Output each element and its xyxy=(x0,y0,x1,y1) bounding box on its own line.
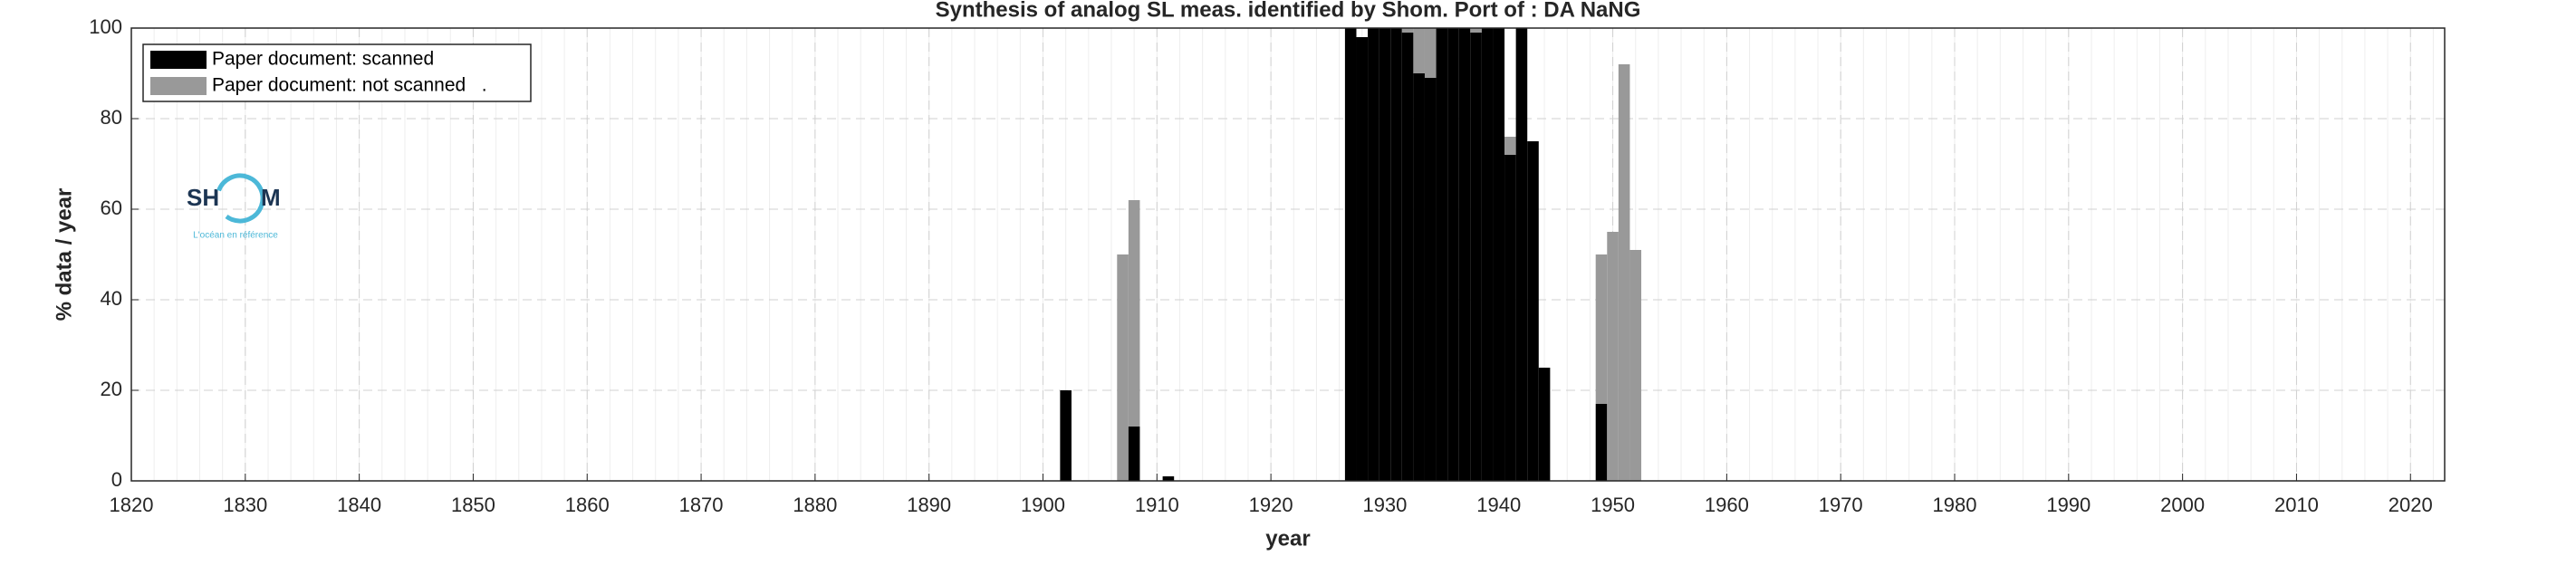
bar xyxy=(1379,28,1391,481)
bar xyxy=(1470,33,1482,481)
y-tick-label: 40 xyxy=(101,287,122,310)
x-tick-label: 1850 xyxy=(451,494,495,516)
chart-title: Synthesis of analog SL meas. identified … xyxy=(936,0,1641,22)
x-tick-label: 1930 xyxy=(1362,494,1407,516)
bar xyxy=(1458,28,1471,481)
x-tick-label: 1900 xyxy=(1021,494,1065,516)
legend-box xyxy=(142,43,532,102)
y-tick-label: 100 xyxy=(89,15,122,38)
bar xyxy=(1481,28,1494,481)
bar xyxy=(1424,28,1437,78)
y-tick-label: 60 xyxy=(101,197,122,219)
bar xyxy=(1493,28,1505,481)
x-tick-label: 1970 xyxy=(1819,494,1863,516)
bar xyxy=(1368,28,1379,481)
bar xyxy=(1413,73,1425,481)
legend-label: Paper document: scanned xyxy=(212,49,434,70)
bar xyxy=(1515,28,1528,481)
x-tick-label: 2010 xyxy=(2274,494,2319,516)
bar xyxy=(1527,141,1539,481)
legend-label: Paper document: not scanned . xyxy=(212,75,487,96)
y-tick-label: 0 xyxy=(111,468,122,491)
plot-frame xyxy=(130,27,2446,482)
logo-tagline: L'océan en référence xyxy=(193,231,278,241)
y-axis-label: % data / year xyxy=(52,188,76,321)
x-tick-label: 1890 xyxy=(907,494,951,516)
bar xyxy=(1356,37,1369,481)
bar xyxy=(1629,250,1642,481)
logo-ring xyxy=(215,173,265,224)
x-tick-label: 2020 xyxy=(2389,494,2433,516)
bar xyxy=(1538,368,1551,481)
bar xyxy=(1595,404,1608,481)
bar xyxy=(1060,390,1072,481)
bar xyxy=(1607,232,1619,481)
y-tick-label: 80 xyxy=(101,106,122,129)
bar xyxy=(1128,200,1140,427)
bar xyxy=(1413,28,1425,73)
logo-text: M xyxy=(261,184,281,211)
bar xyxy=(1128,427,1140,481)
x-tick-label: 1920 xyxy=(1249,494,1293,516)
bar xyxy=(1424,78,1437,481)
x-tick-label: 1860 xyxy=(565,494,610,516)
legend-swatch xyxy=(150,51,207,69)
bar xyxy=(1401,28,1414,33)
bar xyxy=(1618,64,1630,481)
x-tick-label: 1820 xyxy=(110,494,154,516)
x-tick-label: 1940 xyxy=(1476,494,1521,516)
bar xyxy=(1344,28,1357,481)
bar xyxy=(1117,254,1129,481)
bar xyxy=(1470,28,1482,33)
x-tick-label: 2000 xyxy=(2160,494,2205,516)
bar xyxy=(1504,137,1516,155)
x-tick-label: 1840 xyxy=(337,494,381,516)
bar xyxy=(1595,254,1608,404)
bar xyxy=(1390,28,1402,481)
x-tick-label: 1990 xyxy=(2046,494,2091,516)
bar xyxy=(1401,33,1414,481)
x-tick-label: 1830 xyxy=(223,494,267,516)
x-tick-label: 1950 xyxy=(1591,494,1635,516)
bar xyxy=(1447,28,1459,481)
y-tick-label: 20 xyxy=(101,378,122,400)
bar xyxy=(1436,28,1448,481)
x-tick-label: 1910 xyxy=(1135,494,1179,516)
legend-swatch xyxy=(150,77,207,95)
x-tick-label: 1870 xyxy=(679,494,724,516)
plot-area xyxy=(131,28,2445,481)
bar xyxy=(1162,476,1175,481)
x-tick-label: 1960 xyxy=(1705,494,1749,516)
bar xyxy=(1504,155,1516,481)
x-tick-label: 1980 xyxy=(1933,494,1977,516)
x-axis-label: year xyxy=(1265,526,1310,551)
x-tick-label: 1880 xyxy=(793,494,837,516)
logo-text: SH xyxy=(187,184,219,211)
